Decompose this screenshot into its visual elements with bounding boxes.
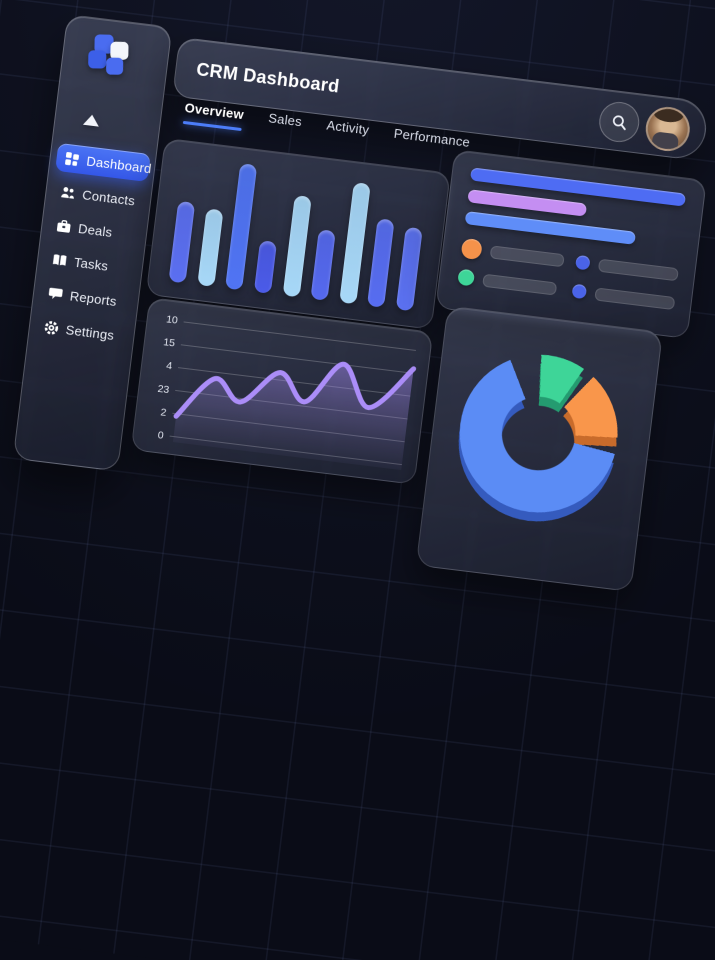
search-icon (612, 114, 626, 130)
deals-icon (56, 218, 73, 235)
legend-dot (575, 254, 591, 271)
legend-placeholder-bar (482, 273, 558, 296)
sidebar-item-contacts[interactable]: Contacts (51, 177, 147, 216)
legend-placeholder-bar (489, 244, 565, 267)
legend-placeholder-bar (594, 286, 676, 310)
bar (367, 218, 395, 308)
search-button[interactable] (596, 99, 642, 145)
sidebar-item-deals[interactable]: Deals (47, 210, 143, 249)
bar (395, 227, 423, 312)
stat-bar (464, 211, 636, 245)
y-tick-label: 15 (162, 336, 176, 350)
sidebar-item-label: Contacts (81, 186, 136, 209)
sidebar-item-dashboard[interactable]: Dashboard (55, 142, 153, 182)
header-bar: CRM Dashboard (172, 36, 710, 162)
bar (282, 195, 312, 298)
legend-dot (460, 237, 483, 261)
sidebar-item-label: Reports (69, 287, 118, 309)
sidebar-item-settings[interactable]: Settings (34, 312, 130, 351)
stats-legend (457, 237, 679, 311)
donut-chart (449, 345, 627, 531)
y-tick-label: 10 (165, 313, 179, 327)
bar (196, 207, 224, 287)
legend-dot (457, 268, 476, 287)
tilted-scene: Dashboard Contacts Deals Tasks (0, 0, 715, 759)
tab-sales[interactable]: Sales (267, 110, 303, 130)
bar-chart-bars (168, 153, 428, 312)
sidebar-item-reports[interactable]: Reports (39, 278, 135, 317)
tab-activity[interactable]: Activity (325, 117, 371, 138)
settings-icon (43, 319, 60, 336)
y-tick-label: 23 (156, 382, 170, 396)
line-path (173, 361, 417, 419)
y-tick-label: 2 (159, 406, 168, 419)
reports-icon (47, 285, 64, 302)
sidebar-item-label: Deals (77, 220, 114, 240)
legend-placeholder-bar (597, 258, 679, 281)
tasks-icon (51, 252, 68, 269)
legend-item (460, 237, 566, 270)
y-tick-label: 0 (157, 429, 165, 442)
legend-item (571, 283, 676, 310)
bar (253, 240, 277, 294)
app-logo-icon (87, 33, 136, 82)
contacts-icon (60, 184, 77, 201)
sidebar-item-label: Settings (64, 321, 116, 343)
legend-item (457, 268, 561, 297)
sidebar-item-tasks[interactable]: Tasks (43, 244, 139, 283)
user-avatar[interactable] (643, 104, 693, 154)
collapse-triangle-icon[interactable] (82, 113, 101, 127)
dashboard-icon (64, 150, 81, 167)
bar (168, 200, 196, 284)
bar (338, 181, 371, 305)
sidebar: Dashboard Contacts Deals Tasks (12, 13, 173, 472)
legend-item (575, 254, 679, 281)
line-chart (172, 361, 417, 471)
sidebar-item-label: Tasks (73, 254, 110, 274)
sidebar-menu: Dashboard Contacts Deals Tasks (34, 142, 153, 351)
line-chart-panel: 10 15 4 23 2 0 (130, 297, 434, 485)
line-area-fill (172, 364, 414, 471)
stats-hbars (464, 167, 686, 250)
sidebar-item-label: Dashboard (85, 152, 153, 176)
legend-dot (571, 283, 588, 300)
bar (310, 229, 336, 301)
y-tick-label: 4 (165, 360, 173, 373)
bar (225, 162, 258, 291)
donut-front-layer (450, 345, 627, 522)
donut-chart-panel (415, 305, 663, 592)
